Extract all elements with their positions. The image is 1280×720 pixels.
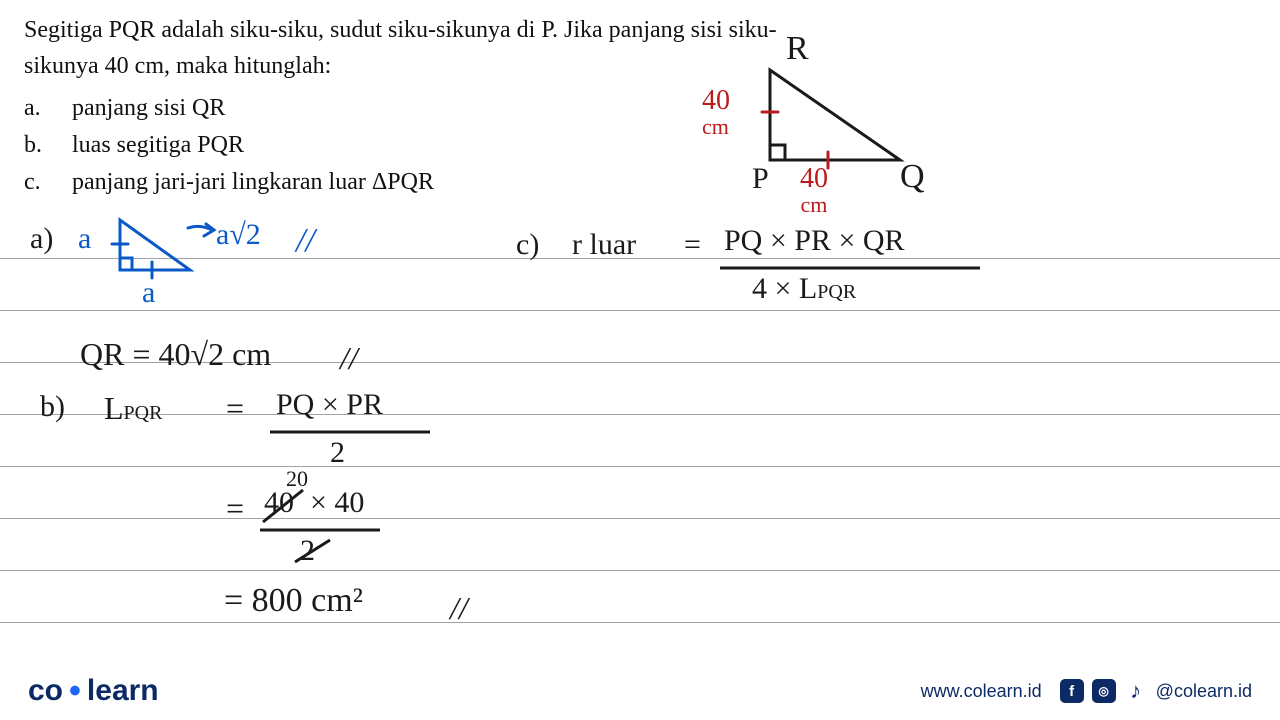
b-result-slashes: // [450, 590, 468, 627]
social-links: f ◎ ♪ @colearn.id [1060, 679, 1252, 703]
instagram-icon: ◎ [1092, 679, 1116, 703]
part-c-label: c) [516, 228, 539, 262]
b-den: 2 [330, 436, 345, 470]
part-a-label: a) [30, 222, 53, 256]
b-sub: PQR [124, 402, 163, 424]
question-item-a: a. panjang sisi QR [24, 90, 1256, 127]
question-line2: sikunya 40 cm, maka hitunglah: [24, 48, 1256, 84]
q-text: panjang jari-jari lingkaran luar ΔPQR [72, 164, 434, 201]
part-b-label: b) [40, 390, 65, 424]
social-handle: @colearn.id [1156, 681, 1252, 702]
c-den-sub: PQR [817, 281, 856, 303]
q-text: panjang sisi QR [72, 90, 225, 127]
b-L: L [104, 390, 124, 426]
b-step2-eq: = [226, 490, 244, 527]
logo-learn: learn [87, 674, 159, 708]
logo-co: co [28, 674, 63, 708]
q-text: luas segitiga PQR [72, 127, 244, 164]
b-lhs: LPQR [104, 390, 162, 427]
tri-hyp: a√2 [216, 218, 261, 252]
c-den-main: 4 × L [752, 272, 817, 305]
question-item-b: b. luas segitiga PQR [24, 127, 1256, 164]
c-eq: = [684, 228, 701, 262]
question-line1: Segitiga PQR adalah siku-siku, sudut sik… [24, 12, 1256, 48]
b-num: PQ × PR [276, 388, 383, 422]
tiktok-icon: ♪ [1124, 679, 1148, 703]
a-slashes: // [296, 222, 315, 260]
tri-side-a1: a [78, 222, 91, 256]
tri-side-a2: a [142, 276, 155, 310]
b-step2-den: 2 [300, 534, 315, 568]
facebook-icon: f [1060, 679, 1084, 703]
brand-logo: co • learn [28, 674, 159, 708]
b-step2-x40: × 40 [310, 486, 364, 520]
footer-url: www.colearn.id [921, 681, 1042, 702]
qr-slashes: // [340, 340, 358, 377]
b-result: = 800 cm² [224, 582, 363, 620]
c-lhs: r luar [572, 228, 636, 262]
q-letter: a. [24, 90, 48, 127]
q-letter: b. [24, 127, 48, 164]
c-num: PQ × PR × QR [724, 224, 905, 258]
qr-result: QR = 40√2 cm [80, 336, 271, 373]
b-step2-20: 20 [286, 466, 308, 492]
q-letter: c. [24, 164, 48, 201]
question-item-c: c. panjang jari-jari lingkaran luar ΔPQR [24, 164, 1256, 201]
b-eq: = [226, 390, 244, 427]
c-den: 4 × LPQR [752, 272, 856, 306]
